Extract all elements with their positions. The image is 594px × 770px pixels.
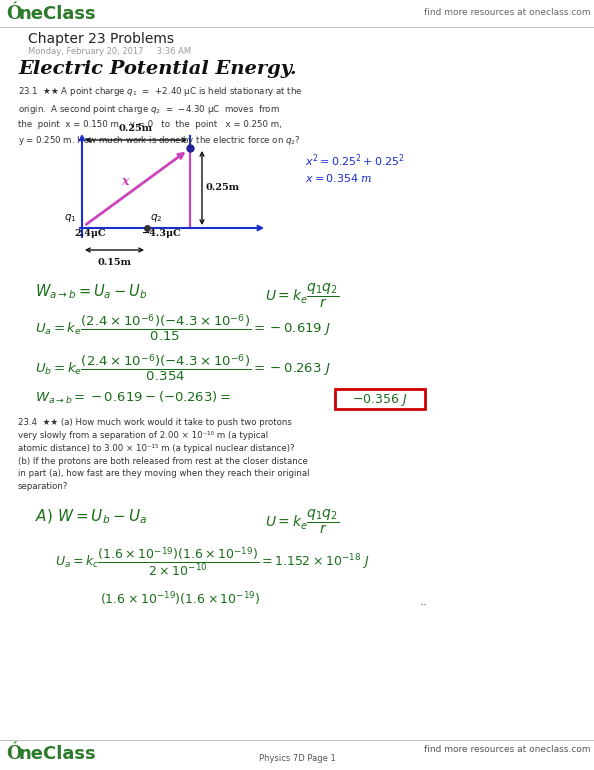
Text: 2.4μC: 2.4μC [74, 229, 106, 238]
Text: $U = k_e \dfrac{q_1 q_2}{r}$: $U = k_e \dfrac{q_1 q_2}{r}$ [265, 508, 339, 537]
Text: 23.1  ★★ A point charge $q_1$  =  +2.40 μC is held stationary at the
origin.  A : 23.1 ★★ A point charge $q_1$ = +2.40 μC … [18, 85, 302, 147]
Text: Chapter 23 Problems: Chapter 23 Problems [28, 32, 174, 46]
Text: $U_a = k_c \dfrac{(1.6 \times 10^{-19})(1.6 \times 10^{-19})}{2 \times 10^{-10}}: $U_a = k_c \dfrac{(1.6 \times 10^{-19})(… [55, 545, 369, 578]
Text: Physics 7D Page 1: Physics 7D Page 1 [258, 754, 336, 763]
Text: Ó: Ó [6, 5, 21, 23]
Text: $q_1$: $q_1$ [64, 212, 77, 224]
Text: Monday, February 20, 2017     3:36 AM: Monday, February 20, 2017 3:36 AM [28, 47, 191, 56]
Text: neClass: neClass [18, 745, 96, 763]
Text: $W_{a \to b} = U_a - U_b$: $W_{a \to b} = U_a - U_b$ [35, 282, 147, 301]
Text: find more resources at oneclass.com: find more resources at oneclass.com [424, 745, 590, 754]
Text: ..: .. [420, 595, 428, 608]
Text: 23.4  ★★ (a) How much work would it take to push two protons
very slowly from a : 23.4 ★★ (a) How much work would it take … [18, 418, 309, 491]
Text: $U_a = k_e \dfrac{(2.4 \times 10^{-6})(-4.3 \times 10^{-6})}{0.15} = -0.619\ J$: $U_a = k_e \dfrac{(2.4 \times 10^{-6})(-… [35, 312, 331, 343]
Text: $x = 0.354$ m: $x = 0.354$ m [305, 172, 372, 184]
Text: find more resources at oneclass.com: find more resources at oneclass.com [424, 8, 590, 17]
Text: 0.15m: 0.15m [97, 258, 131, 267]
Text: Ó: Ó [6, 745, 21, 763]
Text: neClass: neClass [18, 5, 96, 23]
Text: 0.25m: 0.25m [119, 124, 153, 133]
Text: $q_2$: $q_2$ [150, 212, 162, 224]
Text: $U = k_e \dfrac{q_1 q_2}{r}$: $U = k_e \dfrac{q_1 q_2}{r}$ [265, 282, 339, 310]
Text: x: x [121, 175, 128, 188]
Text: $(1.6 \times 10^{-19})(1.6 \times 10^{-19})$: $(1.6 \times 10^{-19})(1.6 \times 10^{-1… [100, 590, 261, 608]
Bar [335, 389, 425, 409]
Text: 0.25m: 0.25m [206, 183, 240, 192]
Text: Electric Potential Energy.: Electric Potential Energy. [18, 60, 296, 78]
Text: $U_b = k_e \dfrac{(2.4 \times 10^{-6})(-4.3 \times 10^{-6})}{0.354} = -0.263\ J$: $U_b = k_e \dfrac{(2.4 \times 10^{-6})(-… [35, 352, 331, 383]
Text: $A)\ W = U_b - U_a$: $A)\ W = U_b - U_a$ [35, 508, 147, 527]
Text: $x^2 = 0.25^2 + 0.25^2$: $x^2 = 0.25^2 + 0.25^2$ [305, 152, 405, 169]
Text: $W_{a \to b} = -0.619 - (-0.263) =$: $W_{a \to b} = -0.619 - (-0.263) =$ [35, 390, 231, 406]
Text: $-0.356\ J$: $-0.356\ J$ [352, 392, 408, 408]
Text: −4.3μC: −4.3μC [142, 229, 182, 238]
